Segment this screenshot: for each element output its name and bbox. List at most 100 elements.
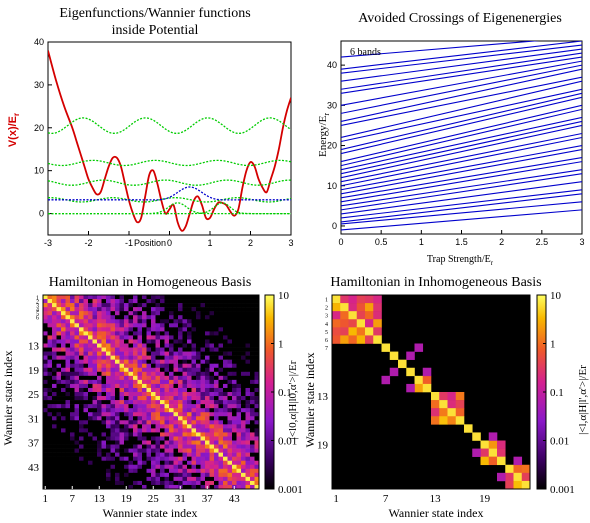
heatmap-cell <box>43 379 48 385</box>
heatmap-cell <box>92 408 98 413</box>
heatmap-cell <box>97 375 102 381</box>
heatmap-cell <box>70 452 75 457</box>
heatmap-cell <box>245 468 251 474</box>
heatmap-cell <box>119 343 125 348</box>
heatmap-cell <box>142 367 147 373</box>
heatmap-cell <box>232 363 237 369</box>
heatmap-cell <box>128 396 134 401</box>
heatmap-cell <box>232 367 237 373</box>
heatmap-cell <box>137 448 143 453</box>
eigenenergy-line <box>341 48 582 82</box>
heatmap-cell <box>61 363 66 369</box>
heatmap-cell <box>52 371 57 377</box>
heatmap-cell <box>164 464 170 470</box>
heatmap-cell <box>164 315 170 320</box>
heatmap-cell <box>187 484 192 490</box>
heatmap-cell <box>115 452 120 457</box>
heatmap-cell <box>191 371 197 377</box>
heatmap-cell <box>137 339 143 344</box>
heatmap-cell <box>191 355 197 360</box>
heatmap-cell <box>110 319 116 324</box>
heatmap-cell <box>196 464 201 470</box>
heatmap-cell <box>65 303 71 308</box>
heatmap-cell <box>43 375 48 381</box>
heatmap-cell <box>169 452 174 457</box>
heatmap-cell <box>187 351 192 356</box>
heatmap-cell <box>115 295 120 300</box>
heatmap-cell <box>245 460 251 466</box>
heatmap-cell <box>164 311 170 316</box>
heatmap-cell <box>47 416 53 421</box>
heatmap-cell <box>182 448 188 453</box>
heatmap-cell <box>97 432 102 437</box>
heatmap-cell <box>356 311 366 320</box>
heatmap-cell <box>232 468 237 474</box>
heatmap-cell <box>83 432 89 437</box>
heatmap-cell <box>236 396 242 401</box>
heatmap-cell <box>133 416 138 421</box>
heatmap-cell <box>151 416 156 421</box>
heatmap-cell <box>74 387 80 393</box>
heatmap-cell <box>250 404 255 409</box>
heatmap-cell <box>200 331 206 336</box>
heatmap-cell <box>254 392 260 397</box>
heatmap-cell <box>74 307 80 312</box>
heatmap-cell <box>160 436 165 441</box>
heatmap-cell <box>200 311 206 316</box>
heatmap-cell <box>236 367 242 373</box>
heatmap-cell <box>124 412 129 417</box>
heatmap-cell <box>97 367 102 373</box>
heatmap-cell <box>173 400 179 405</box>
heatmap-cell <box>128 444 134 449</box>
heatmap-cell <box>236 484 242 490</box>
heatmap-cell <box>92 323 98 328</box>
potential-xtick-label: -3 <box>44 238 52 248</box>
heatmap-cell <box>101 472 107 478</box>
heatmap-cell <box>241 468 246 474</box>
heatmap-cell <box>56 400 62 405</box>
heatmap-cell <box>61 295 66 300</box>
heatmap-cell <box>128 460 134 466</box>
heatmap-cell <box>241 480 246 486</box>
heatmap-cell <box>133 464 138 470</box>
heatmap-cell <box>160 303 165 308</box>
heatmap-cell <box>119 440 125 445</box>
heatmap-cell <box>245 448 251 453</box>
heatmap-cell <box>115 472 120 478</box>
heatmap-cell <box>406 383 415 393</box>
heatmap-cell <box>61 456 66 462</box>
heatmap-cell <box>236 476 242 482</box>
heatmap-cell <box>196 323 201 328</box>
heatmap-cell <box>97 436 102 441</box>
heatmap-cell <box>173 472 179 478</box>
heatmap-cell <box>146 480 152 486</box>
heatmap-cell <box>160 359 165 365</box>
heatmap-cell <box>236 339 242 344</box>
heatmap-cell <box>164 295 170 300</box>
heatmap-cell <box>232 464 237 470</box>
heatmap-cell <box>227 452 233 457</box>
heatmap-cell <box>191 476 197 482</box>
heatmap-cell <box>106 375 111 381</box>
heatmap-cell <box>254 339 260 344</box>
heatmap-cell <box>106 416 111 421</box>
heatmap-cell <box>214 315 219 320</box>
heatmap-cell <box>65 351 71 356</box>
heatmap-cell <box>196 456 201 462</box>
heatmap-cell <box>83 472 89 478</box>
heatmap-cell <box>214 416 219 421</box>
heatmap-cell <box>146 295 152 300</box>
heatmap-cell <box>187 412 192 417</box>
heatmap-cell <box>245 400 251 405</box>
heatmap-cell <box>332 319 341 328</box>
heatmap-cell <box>110 484 116 490</box>
heatmap-cell <box>97 327 102 332</box>
heatmap-cell <box>52 436 57 441</box>
heatmap-cell <box>52 375 57 381</box>
heatmap-cell <box>106 303 111 308</box>
heatmap-cell <box>178 363 183 369</box>
heatmap-cell <box>200 359 206 365</box>
eigenenergy-line <box>341 88 582 143</box>
heatmap-cell <box>169 355 174 360</box>
heatmap-cell <box>155 428 161 433</box>
